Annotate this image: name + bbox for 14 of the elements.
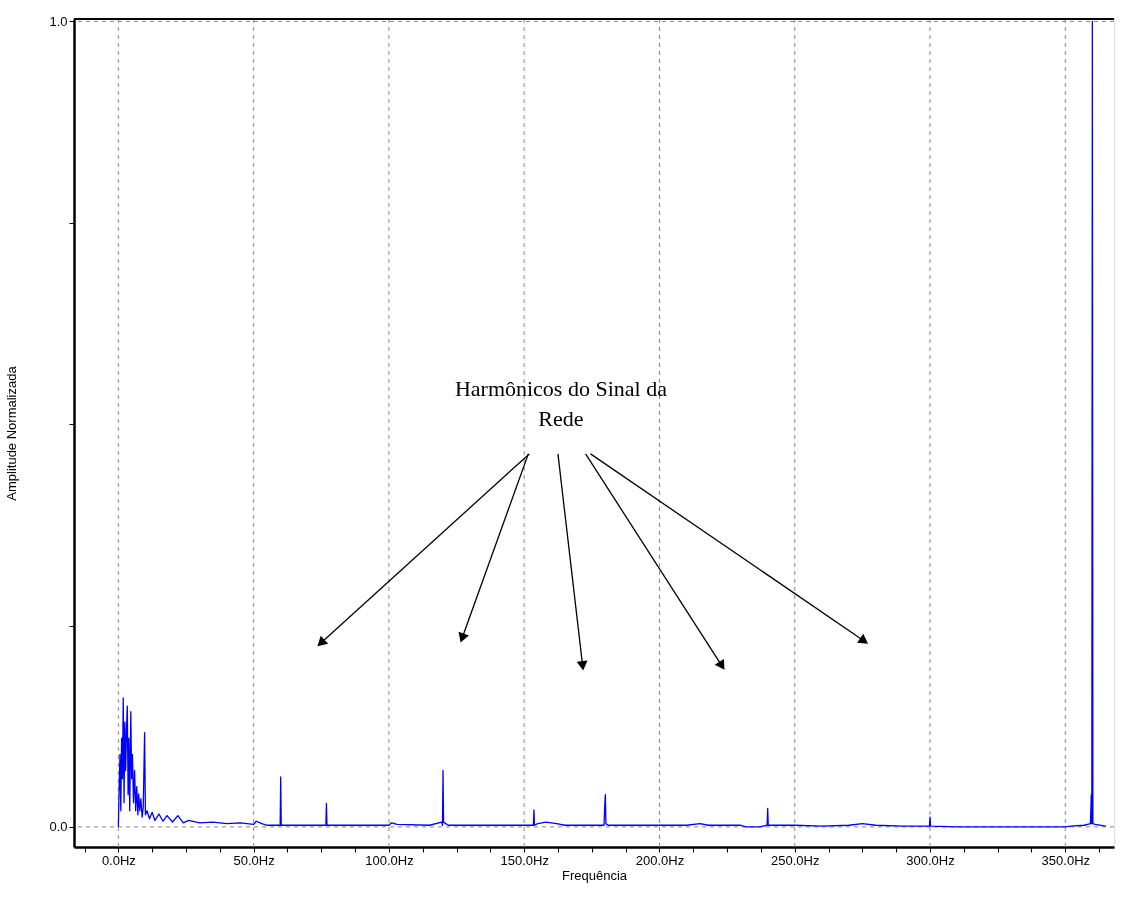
x-tick-label: 250.0Hz: [771, 852, 820, 868]
x-tick-label: 100.0Hz: [365, 852, 414, 868]
annotation: Harmônicos do Sinal da Rede: [454, 376, 668, 432]
x-tick-label: 50.0Hz: [233, 852, 275, 868]
line-series: [117, 20, 1107, 828]
y-tick-label: 0.0: [49, 819, 68, 835]
x-tick-label: 150.0Hz: [500, 852, 549, 868]
x-tick-label: 350.0Hz: [1041, 852, 1091, 868]
y-tick-label: 1.0: [49, 13, 68, 29]
y-axis-title: Amplitude Normalizada: [4, 365, 20, 501]
x-tick-label: 300.0Hz: [906, 852, 955, 868]
x-axis-title: Frequência: [561, 867, 628, 883]
x-tick-label: 200.0Hz: [635, 852, 685, 868]
x-tick-label: 0.0Hz: [101, 852, 136, 868]
